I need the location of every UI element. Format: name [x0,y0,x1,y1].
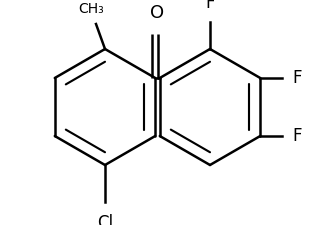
Text: F: F [292,69,302,87]
Text: F: F [292,127,302,145]
Text: F: F [205,0,215,12]
Text: Cl: Cl [97,214,113,225]
Text: CH₃: CH₃ [78,2,104,16]
Text: O: O [150,4,165,22]
